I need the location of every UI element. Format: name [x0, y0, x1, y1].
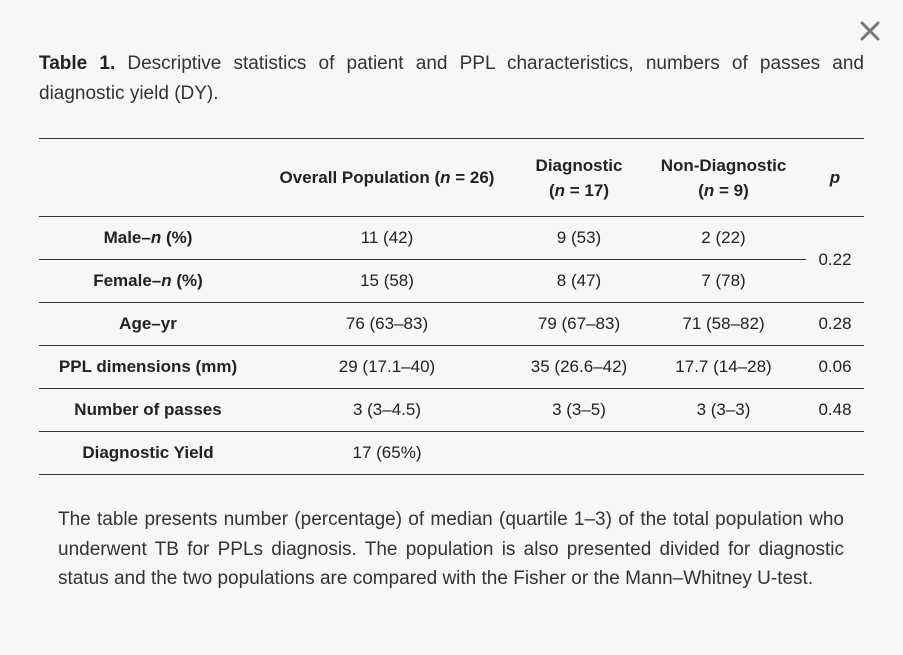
- header-diagnostic: Diagnostic (n = 17): [535, 155, 623, 200]
- cell-diagnostic: 3 (3–5): [552, 400, 606, 419]
- cell-non-diagnostic: 7 (78): [701, 271, 746, 290]
- cell-overall: 29 (17.1–40): [338, 357, 436, 376]
- cell-diagnostic: 35 (26.6–42): [530, 357, 628, 376]
- table-row-number-of-passes: Number of passes 3 (3–4.5) 3 (3–5) 3 (3–…: [39, 389, 864, 432]
- cell-overall: 76 (63–83): [345, 314, 429, 333]
- table-header-row: Overall Population (n = 26) Diagnostic (n…: [39, 138, 864, 217]
- row-label-age: Age–yr: [119, 314, 177, 333]
- header-empty-cell: [39, 139, 257, 217]
- cell-diagnostic: [517, 432, 641, 475]
- cell-p-value: 0.28: [818, 314, 852, 333]
- cell-non-diagnostic: [641, 432, 806, 475]
- statistics-table: Overall Population (n = 26) Diagnostic (n…: [39, 138, 864, 475]
- cell-diagnostic: 79 (67–83): [537, 314, 621, 333]
- caption-label: Table 1.: [39, 53, 116, 74]
- cell-p-value-sex: 0.22: [806, 216, 864, 303]
- cell-overall: 17 (65%): [352, 443, 422, 462]
- cell-p-value: [806, 432, 864, 475]
- table-row-male: Male–n (%) 11 (42) 9 (53) 2 (22) 0.22: [39, 216, 864, 303]
- cell-p-value: 0.06: [818, 357, 852, 376]
- header-p-value: p: [829, 168, 841, 187]
- cell-diagnostic: 9 (53): [517, 216, 641, 260]
- table-row-female: Female–n (%) 15 (58) 8 (47) 7 (78): [39, 260, 864, 303]
- cell-p-value: 0.48: [818, 400, 852, 419]
- table-footnote: The table presents number (percentage) o…: [58, 509, 844, 589]
- row-label-number-of-passes: Number of passes: [74, 400, 222, 419]
- cell-non-diagnostic: 3 (3–3): [696, 400, 751, 419]
- row-label-ppl-dimensions: PPL dimensions (mm): [58, 357, 238, 376]
- cell-diagnostic: 8 (47): [556, 271, 602, 290]
- cell-non-diagnostic: 2 (22): [641, 216, 806, 260]
- cell-overall: 15 (58): [360, 271, 414, 290]
- table-caption: Table 1. Descriptive statistics of patie…: [39, 49, 864, 109]
- caption-text: Descriptive statistics of patient and PP…: [39, 53, 864, 104]
- cell-non-diagnostic: 17.7 (14–28): [675, 357, 772, 376]
- row-label-male: Male–n (%): [39, 216, 257, 260]
- cell-overall: 3 (3–4.5): [352, 400, 422, 419]
- close-x-icon[interactable]: [857, 18, 883, 44]
- row-label-diagnostic-yield: Diagnostic Yield: [82, 443, 214, 462]
- table-row-diagnostic-yield: Diagnostic Yield 17 (65%): [39, 432, 864, 475]
- cell-non-diagnostic: 71 (58–82): [682, 314, 765, 333]
- header-non-diagnostic: Non-Diagnostic (n = 9): [660, 155, 787, 200]
- header-overall-population: Overall Population (n = 26): [279, 168, 495, 187]
- table-row-age: Age–yr 76 (63–83) 79 (67–83) 71 (58–82) …: [39, 303, 864, 346]
- row-label-female: Female–n (%): [93, 271, 203, 290]
- table-row-ppl-dimensions: PPL dimensions (mm) 29 (17.1–40) 35 (26.…: [39, 346, 864, 389]
- cell-overall: 11 (42): [257, 216, 517, 260]
